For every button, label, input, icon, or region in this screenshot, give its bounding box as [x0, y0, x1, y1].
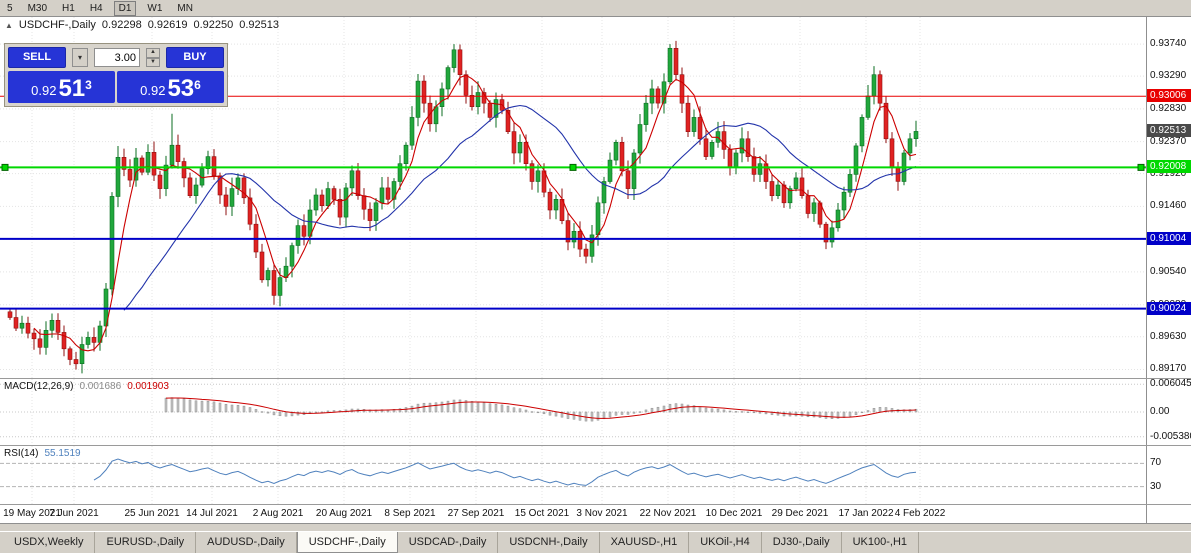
chart-shift-icon: ▲	[5, 20, 13, 30]
tab-usdcnh-daily[interactable]: USDCNH-,Daily	[498, 532, 600, 553]
time-axis-label: 10 Dec 2021	[705, 508, 763, 519]
timeframe-button-h1[interactable]: H1	[62, 2, 75, 14]
tab-ukoil-h4[interactable]: UKOil-,H4	[689, 532, 762, 553]
hline-price-badge: 0.93006	[1147, 89, 1191, 103]
hline-price-badge: 0.90024	[1147, 301, 1191, 315]
current-price-badge: 0.92513	[1147, 124, 1191, 138]
macd-axis-label: 0.00	[1150, 406, 1170, 417]
one-click-trading-panel: SELL ▾ ▲▼ BUY 0.92 51 3 0.92 53 6	[4, 43, 228, 107]
ohlc-value: 0.92298	[101, 19, 142, 31]
buy-button[interactable]: BUY	[166, 47, 224, 68]
ohlc-value: 0.92513	[239, 19, 279, 31]
macd-indicator-canvas[interactable]	[0, 379, 1146, 445]
price-axis-label: 0.89170	[1150, 363, 1187, 375]
time-axis-label: 2 Aug 2021	[252, 508, 304, 519]
arrow-down-icon: ▼	[146, 57, 160, 67]
time-axis-label: 4 Feb 2022	[894, 508, 946, 519]
price-axis-label: 0.93290	[1150, 70, 1187, 82]
time-axis-label: 20 Aug 2021	[315, 508, 373, 519]
tab-usdx-weekly[interactable]: USDX,Weekly	[3, 532, 96, 553]
tab-usdcad-daily[interactable]: USDCAD-,Daily	[398, 532, 499, 553]
time-axis-label: 17 Jan 2022	[838, 508, 894, 519]
tab-xauusd-h1[interactable]: XAUUSD-,H1	[600, 532, 690, 553]
price-chart-canvas[interactable]	[0, 17, 1146, 378]
tab-audusd-daily[interactable]: AUDUSD-,Daily	[196, 532, 297, 553]
ask-prefix: 0.92	[140, 83, 166, 98]
tab-usdchf-daily[interactable]: USDCHF-,Daily	[296, 532, 398, 553]
tab-uk100-h1[interactable]: UK100-,H1	[842, 532, 920, 553]
pane-splitter[interactable]	[0, 504, 1191, 505]
rsi-axis-label: 70	[1150, 457, 1162, 469]
time-axis-label: 15 Oct 2021	[514, 508, 570, 519]
timeframe-button-w1[interactable]: W1	[147, 2, 163, 14]
timeframe-toolbar: 5 M30 H1 H4 D1 W1 MN	[0, 0, 1191, 16]
arrow-up-icon: ▲	[146, 48, 160, 58]
timeframe-button-mn[interactable]: MN	[177, 2, 193, 14]
bid-prefix: 0.92	[31, 83, 57, 98]
symbol-period-label: USDCHF-,Daily	[18, 19, 96, 31]
price-axis-label: 0.90540	[1150, 265, 1187, 277]
rsi-indicator-canvas[interactable]	[0, 446, 1146, 504]
chart-area: ▲ USDCHF-,Daily 0.92298 0.92619 0.92250 0.9…	[0, 16, 1191, 524]
hline-price-badge: 0.92008	[1147, 160, 1191, 174]
time-axis-label: 8 Sep 2021	[384, 508, 436, 519]
macd-axis-label: 0.006045	[1150, 378, 1191, 390]
price-axis-label: 0.93740	[1150, 38, 1187, 50]
price-axis-label: 0.92830	[1150, 102, 1187, 114]
ohlc-value: 0.92250	[193, 19, 234, 31]
pane-splitter[interactable]	[0, 378, 1191, 379]
tab-eurusd-daily[interactable]: EURUSD-,Daily	[95, 532, 197, 553]
timeframe-button-d1[interactable]: D1	[113, 0, 137, 16]
time-axis-label: 27 Sep 2021	[447, 508, 505, 519]
price-axis: 0.937400.932900.928300.923700.919200.914…	[1146, 17, 1191, 524]
volume-stepper[interactable]: ▲ ▼	[146, 48, 160, 67]
chart-plot[interactable]: ▲ USDCHF-,Daily 0.92298 0.92619 0.92250 0.9…	[0, 17, 1146, 524]
timeframe-button-5[interactable]: 5	[7, 2, 13, 14]
macd-name: MACD(12,26,9)	[4, 381, 74, 392]
ask-price-box[interactable]: 0.92 53 6	[117, 71, 224, 103]
volume-input[interactable]	[94, 48, 140, 67]
price-axis-label: 0.92370	[1150, 135, 1187, 147]
chevron-down-icon: ▾	[77, 53, 82, 62]
sell-button[interactable]: SELL	[8, 47, 66, 68]
time-axis-label: 14 Jul 2021	[186, 508, 238, 519]
price-axis-label: 0.91460	[1150, 200, 1187, 212]
rsi-value: 55.1519	[44, 448, 81, 459]
rsi-label: RSI(14) 55.1519	[4, 448, 81, 459]
bid-price-box[interactable]: 0.92 51 3	[8, 71, 115, 103]
hline-price-badge: 0.91004	[1147, 231, 1191, 245]
ohlc-value: 0.92619	[147, 19, 188, 31]
macd-signal-value: 0.001903	[127, 381, 169, 392]
chart-title: ▲ USDCHF-,Daily 0.92298 0.92619 0.92250 0.9…	[5, 19, 279, 31]
bid-main-digits: 51	[58, 75, 86, 102]
time-axis-label: 29 Dec 2021	[771, 508, 829, 519]
time-axis-label: 7 Jun 2021	[49, 508, 99, 519]
price-axis-label: 0.89630	[1150, 330, 1187, 342]
timeframe-button-h4[interactable]: H4	[89, 2, 103, 14]
ask-main-digits: 53	[167, 75, 195, 102]
time-axis-label: 3 Nov 2021	[576, 508, 628, 519]
rsi-name: RSI(14)	[4, 448, 39, 459]
time-axis-label: 19 May 2021	[3, 508, 61, 519]
rsi-axis-label: 30	[1150, 480, 1162, 492]
time-axis-label: 25 Jun 2021	[124, 508, 180, 519]
chart-tabs-bar: USDX,Weekly EURUSD-,Daily AUDUSD-,Daily USD…	[0, 531, 1191, 553]
status-strip	[0, 523, 1191, 531]
volume-dropdown-button[interactable]: ▾	[72, 48, 88, 67]
time-axis: 19 May 2021 7 Jun 2021 25 Jun 2021 14 Jul 2…	[0, 505, 1146, 523]
ohlc-values: 0.92298 0.92619 0.92250 0.92513	[102, 19, 279, 31]
macd-label: MACD(12,26,9) 0.001686 0.001903	[4, 381, 169, 392]
macd-axis-label: -0.005380	[1150, 430, 1191, 442]
time-axis-label: 22 Nov 2021	[639, 508, 697, 519]
macd-main-value: 0.001686	[79, 381, 122, 392]
timeframe-button-m30[interactable]: M30	[27, 2, 48, 14]
ask-pip-digit: 6	[194, 78, 201, 92]
bid-pip-digit: 3	[85, 78, 92, 92]
pane-splitter[interactable]	[0, 445, 1191, 446]
tab-dj30-daily[interactable]: DJ30-,Daily	[762, 532, 842, 553]
